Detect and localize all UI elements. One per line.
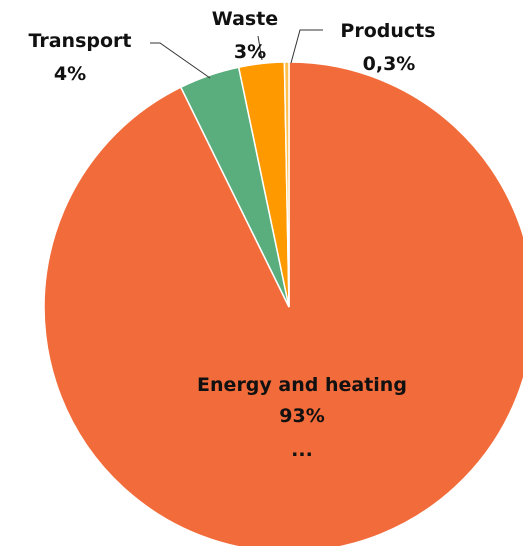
slice-label-energy-value: 93% [279,405,324,427]
slice-label-transport-value: 4% [54,63,86,85]
slice-label-products-name: Products [340,20,435,42]
pie-slice-products [283,61,290,308]
slice-label-products-value: 0,3% [363,53,416,75]
slice-label-waste-value: 3% [234,41,266,63]
slice-label-waste-name: Waste [212,8,278,30]
leader-line-waste [257,35,263,61]
leader-lines [150,29,323,79]
slice-label-energy-name: Energy and heating [197,374,407,396]
leader-line-transport [150,42,211,79]
slice-label-transport-name: Transport [28,30,131,52]
leader-line-products [290,29,323,64]
pie-slices [43,61,523,546]
slice-label-energy-extra: ... [291,439,313,461]
